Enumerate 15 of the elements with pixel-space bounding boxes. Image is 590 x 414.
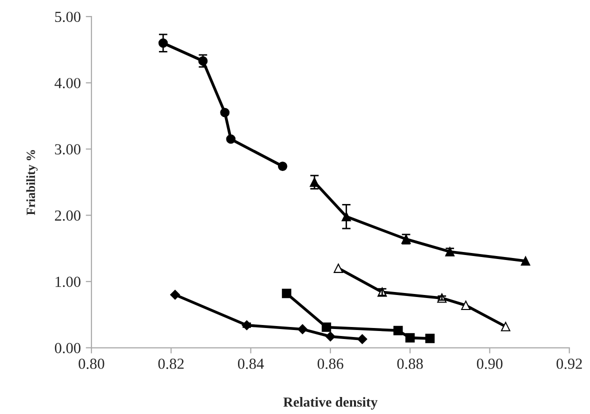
y-tick-label: 5.00: [55, 12, 80, 22]
x-tick-label: 0.84: [238, 358, 264, 369]
y-tick-label: 0.00: [54, 342, 80, 354]
x-tick-label: 0.88: [397, 358, 423, 369]
x-tick-label: 0.82: [158, 358, 184, 369]
y-tick-label: 3.00: [55, 144, 80, 155]
y-tick-label: 1.00: [56, 276, 80, 288]
x-tick-label: 0.80: [78, 358, 104, 369]
x-tick-label: 0.90: [476, 358, 502, 369]
y-tick-label: 2.00: [54, 210, 80, 221]
y-tick-label: 4.00: [54, 78, 80, 88]
y-axis-title: Friability %: [26, 150, 38, 216]
x-tick-label: 0.86: [318, 358, 344, 369]
x-tick-label: 0.92: [556, 358, 582, 369]
x-axis-title: Relative density: [283, 397, 378, 410]
